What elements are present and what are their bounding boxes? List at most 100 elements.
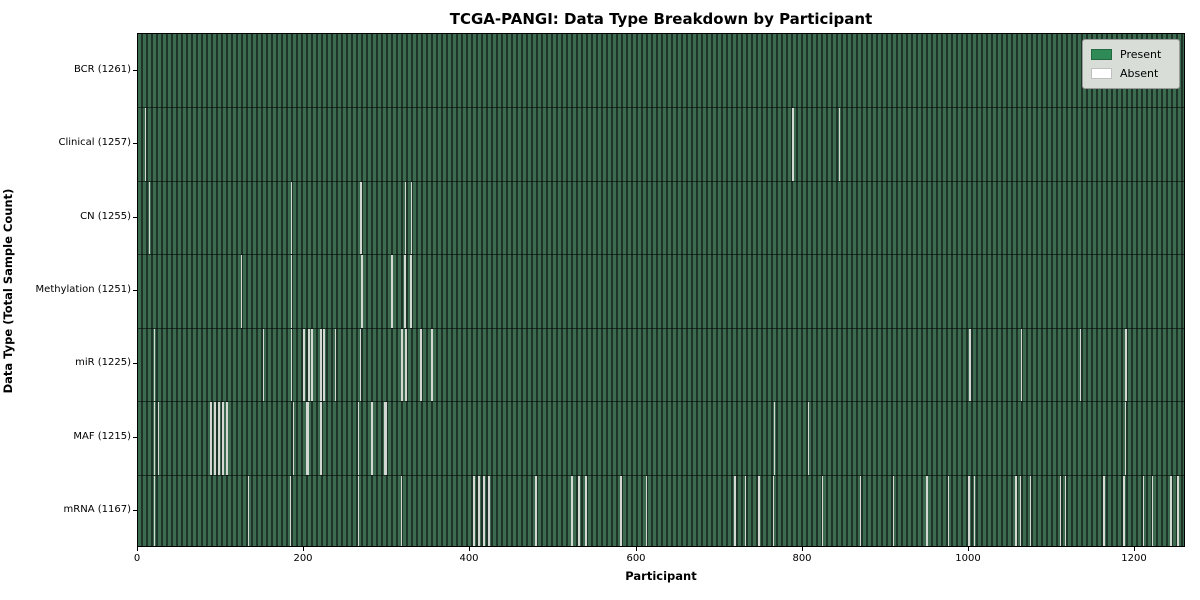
y-tick-mark	[133, 510, 137, 511]
absent-gap	[400, 475, 402, 546]
absent-gap	[967, 475, 970, 546]
absent-gap	[745, 475, 747, 546]
absent-gap	[263, 328, 265, 402]
absent-gap	[291, 181, 293, 255]
x-tick-mark	[802, 547, 803, 551]
absent-gap	[1152, 475, 1154, 546]
absent-gap	[1125, 328, 1128, 402]
absent-gap	[947, 475, 949, 546]
absent-gap	[646, 475, 648, 546]
heatmap-row-CN	[138, 180, 1184, 255]
absent-gap	[534, 475, 537, 546]
absent-gap	[838, 108, 840, 181]
chart-title: TCGA-PANGI: Data Type Breakdown by Parti…	[449, 10, 873, 28]
absent-gap	[221, 402, 224, 475]
absent-gap	[1019, 475, 1021, 546]
absent-gap	[822, 475, 824, 546]
absent-gap	[217, 402, 220, 475]
heatmap-row-Clinical	[138, 107, 1184, 181]
y-tick-mark	[133, 363, 137, 364]
absent-gap	[360, 328, 362, 402]
absent-gap	[308, 328, 311, 402]
absent-gap	[361, 255, 364, 328]
absent-gap	[240, 255, 242, 328]
absent-gap	[144, 108, 146, 181]
absent-gap	[303, 328, 306, 402]
x-tick-label: 1000	[955, 553, 981, 564]
absent-gap	[400, 328, 403, 402]
absent-gap	[357, 402, 359, 475]
y-tick-mark	[133, 437, 137, 438]
absent-gap	[1029, 475, 1031, 546]
y-tick-label: mRNA (1167)	[63, 504, 131, 515]
legend-label-absent: Absent	[1120, 67, 1159, 80]
absent-gap	[410, 181, 412, 255]
absent-gap	[772, 475, 774, 546]
legend: Present Absent	[1082, 39, 1180, 89]
absent-gap	[488, 475, 491, 546]
absent-gap	[390, 255, 393, 328]
x-tick-mark	[137, 547, 138, 551]
absent-gap	[360, 181, 363, 255]
absent-gap	[305, 402, 309, 475]
absent-gap	[153, 402, 155, 475]
absent-gap	[1020, 328, 1022, 402]
y-tick-mark	[133, 143, 137, 144]
legend-item-present: Present	[1091, 45, 1171, 64]
y-tick-mark	[133, 70, 137, 71]
absent-gap	[430, 328, 433, 402]
y-tick-label: MAF (1215)	[73, 431, 131, 442]
absent-gap	[585, 475, 588, 546]
x-tick-label: 600	[626, 553, 646, 564]
y-tick-mark	[133, 217, 137, 218]
absent-gap	[791, 108, 794, 181]
absent-gap	[1125, 402, 1127, 475]
absent-gap	[311, 328, 314, 402]
absent-gap	[1014, 475, 1017, 546]
absent-gap	[404, 255, 407, 328]
x-tick-label: 1200	[1121, 553, 1147, 564]
absent-gap	[1122, 475, 1125, 546]
absent-gap	[1065, 475, 1067, 546]
absent-gap	[420, 328, 423, 402]
absent-gap	[410, 255, 413, 328]
heatmap-row-BCR	[138, 34, 1184, 108]
heatmap-row-miR	[138, 327, 1184, 402]
x-tick-mark	[968, 547, 969, 551]
absent-gap	[225, 402, 228, 475]
absent-gap	[1080, 328, 1082, 402]
legend-item-absent: Absent	[1091, 64, 1171, 83]
x-axis-label: Participant	[625, 569, 697, 583]
absent-gap	[478, 475, 481, 546]
absent-gap	[153, 328, 155, 402]
absent-gap	[291, 255, 293, 328]
absent-gap	[334, 328, 336, 402]
x-tick-label: 200	[293, 553, 313, 564]
absent-gap	[1102, 475, 1105, 546]
absent-gap	[969, 328, 972, 402]
absent-swatch-icon	[1091, 68, 1112, 79]
absent-gap	[859, 475, 861, 546]
y-tick-label: CN (1255)	[80, 211, 131, 222]
absent-gap	[483, 475, 486, 546]
heatmap-row-mRNA	[138, 474, 1184, 546]
absent-gap	[734, 475, 737, 546]
y-tick-label: Methylation (1251)	[35, 284, 131, 295]
plot-area	[137, 33, 1185, 547]
absent-gap	[473, 475, 476, 546]
x-tick-label: 0	[133, 553, 141, 564]
absent-gap	[619, 475, 622, 546]
absent-gap	[291, 328, 293, 402]
absent-gap	[1177, 475, 1180, 546]
absent-gap	[1059, 475, 1061, 546]
absent-gap	[577, 475, 580, 546]
y-tick-label: Clinical (1257)	[58, 137, 132, 148]
y-tick-label: miR (1225)	[75, 357, 131, 368]
absent-gap	[293, 402, 295, 475]
absent-gap	[757, 475, 760, 546]
absent-gap	[405, 328, 408, 402]
x-tick-mark	[469, 547, 470, 551]
x-tick-mark	[1134, 547, 1135, 551]
y-tick-label: BCR (1261)	[73, 64, 131, 75]
